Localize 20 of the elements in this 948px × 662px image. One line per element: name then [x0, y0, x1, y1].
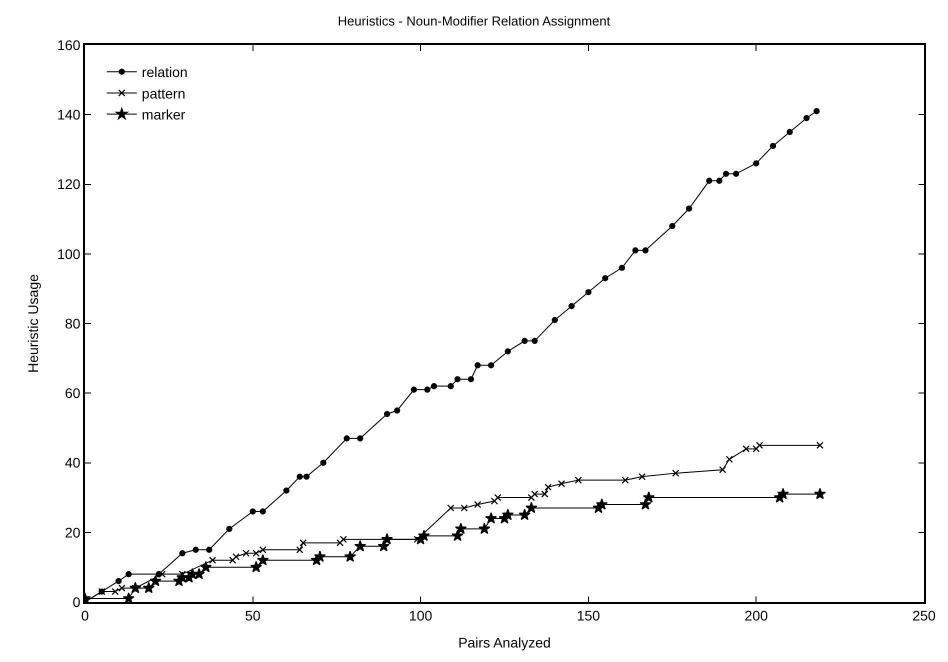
chart-title: Heuristics - Noun-Modifier Relation Assignment: [338, 14, 611, 29]
y-tick-label: 60: [64, 385, 81, 402]
legend-label: relation: [142, 64, 188, 80]
y-tick-label: 20: [64, 524, 81, 540]
y-tick-label: 80: [64, 315, 81, 332]
x-tick-label: 150: [576, 608, 600, 624]
y-tick-label: 100: [57, 246, 81, 262]
x-tick-label: 100: [408, 608, 432, 624]
y-axis-title: Heuristic Usage: [25, 274, 42, 373]
y-tick-label: 140: [57, 106, 81, 123]
y-tick-label: 160: [57, 36, 81, 53]
x-tick-label: 200: [744, 608, 768, 624]
legend-label: pattern: [142, 85, 186, 102]
y-tick-label: 40: [64, 454, 81, 471]
legend-label: marker: [142, 106, 186, 123]
x-tick-label: 250: [912, 608, 936, 624]
x-tick-label: 50: [245, 608, 261, 624]
y-tick-label: 120: [57, 176, 81, 192]
y-tick-label: 0: [72, 594, 81, 610]
x-axis-title: Pairs Analyzed: [458, 634, 551, 650]
